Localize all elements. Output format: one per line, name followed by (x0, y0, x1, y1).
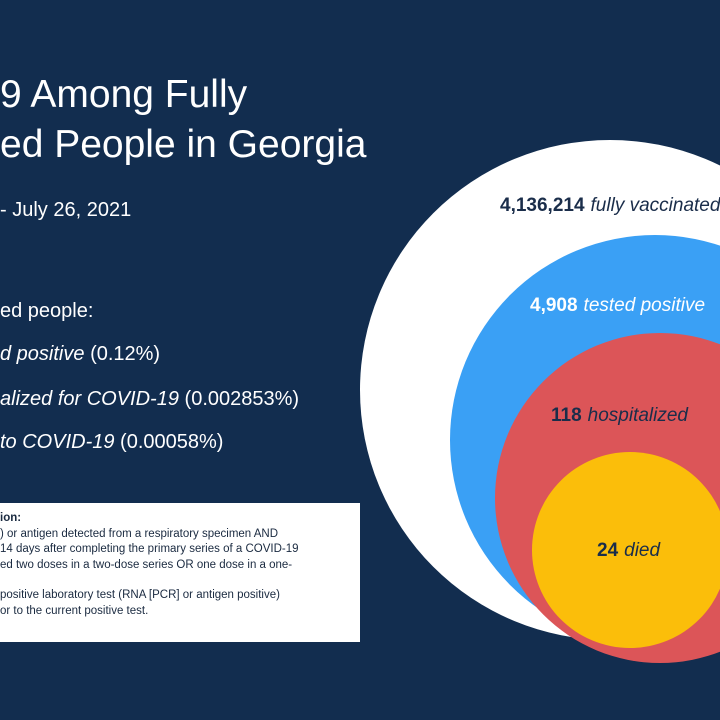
stat-label: to COVID-19 (0, 431, 115, 453)
definition-line: 14 days after completing the primary ser… (0, 543, 299, 555)
stat-tested-positive: d positive (0.12%) (0, 343, 160, 366)
stat-percent: (0.002853%) (184, 388, 300, 410)
label-word: fully vaccinated (591, 195, 720, 216)
title-line-2: ed People in Georgia (0, 123, 367, 166)
label-number: 4,136,214 (500, 195, 585, 216)
stat-percent: (0.12%) (90, 343, 161, 365)
label-hospitalized: 118 hospitalized (551, 405, 689, 426)
people-heading: ed people: (0, 300, 94, 322)
stat-percent: (0.00058%) (120, 431, 224, 453)
label-number: 4,908 (530, 295, 578, 316)
stat-label: alized for COVID-19 (0, 388, 179, 410)
stat-died: to COVID-19 (0.00058%) (0, 431, 223, 454)
label-died: 24 died (597, 540, 661, 561)
label-number: 24 (597, 540, 619, 561)
definition-line: ed two doses in a two-dose series OR one… (0, 558, 293, 571)
stat-label: d positive (0, 343, 85, 365)
label-word: died (624, 540, 661, 561)
definition-line: ) or antigen detected from a respiratory… (0, 527, 279, 540)
definition-box: ion: ) or antigen detected from a respir… (0, 503, 360, 642)
slide-title: 9 Among Fully ed People in Georgia (0, 70, 380, 170)
label-tested-positive: 4,908 tested positive (530, 295, 705, 316)
label-fully-vaccinated: 4,136,214 fully vaccinated (500, 195, 720, 216)
definition-line: or to the current positive test. (0, 604, 149, 617)
definition-line: positive laboratory test (RNA [PCR] or a… (0, 589, 280, 601)
label-word: tested positive (584, 295, 705, 316)
label-number: 118 (551, 405, 582, 426)
date-range: - July 26, 2021 (0, 199, 132, 221)
circle-died (532, 452, 720, 648)
definition-title: ion: (0, 512, 22, 524)
stat-hospitalized: alized for COVID-19 (0.002853%) (0, 388, 299, 411)
label-word: hospitalized (588, 405, 690, 426)
title-line-1: 9 Among Fully (0, 73, 248, 116)
